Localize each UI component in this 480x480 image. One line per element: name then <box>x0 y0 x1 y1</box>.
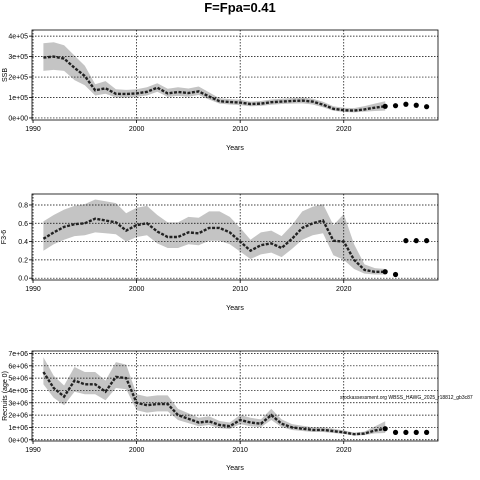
plot-frame <box>31 350 439 442</box>
projection-point <box>382 269 388 275</box>
projection-point <box>413 102 419 108</box>
y-tick-label: 0.2 <box>18 257 28 264</box>
y-tick-label: 0e+00 <box>8 437 28 444</box>
y-tick-label: 3e+05 <box>8 54 28 61</box>
y-tick-label: 4e+06 <box>8 388 28 395</box>
plot-frame <box>31 29 439 121</box>
estimate-line <box>43 55 386 112</box>
projection-point <box>413 238 419 244</box>
y-axis-label: Recruits (age 0) <box>2 371 9 421</box>
y-tick-label: 0.4 <box>18 239 28 246</box>
confidence-band <box>43 357 386 436</box>
confidence-band <box>43 199 386 275</box>
figure-title: F=Fpa=0.41 <box>204 0 276 15</box>
estimate-line <box>42 217 386 273</box>
y-tick-label: 2e+06 <box>8 413 28 420</box>
y-tick-label: 7e+06 <box>8 351 28 358</box>
x-axis-label: Years <box>226 145 244 152</box>
x-tick-label: 2000 <box>129 447 145 454</box>
ssb-panel: 1990 2000 2010 2020 0e+00 1e+05 2e+05 3e+05 4e+0… <box>2 29 439 152</box>
plot-frame <box>31 193 439 281</box>
y-tick-label: 6e+06 <box>8 363 28 370</box>
x-tick-label: 2020 <box>336 126 352 133</box>
projection-point <box>424 238 430 244</box>
y-axis-label: SSB <box>2 68 9 82</box>
estimate-line <box>42 371 386 436</box>
x-axis-label: Years <box>226 465 244 472</box>
y-tick-label: 1e+05 <box>8 95 28 102</box>
x-tick-label: 2010 <box>232 447 248 454</box>
fishing-mortality-panel: 1990 2000 2010 2020 0.0 0.2 0.4 0.6 0.8 Years F3-6 <box>1 193 439 312</box>
x-tick-label: 1990 <box>25 447 41 454</box>
y-tick-label: 0.8 <box>18 202 28 209</box>
projection-point <box>424 429 430 435</box>
projection-point <box>403 238 409 244</box>
y-tick-label: 0.0 <box>18 276 28 283</box>
y-tick-label: 4e+05 <box>8 34 28 41</box>
y-tick-label: 0e+00 <box>8 115 28 122</box>
projection-point <box>392 271 399 278</box>
projection-point <box>413 429 419 435</box>
y-axis-label: F3-6 <box>1 230 8 245</box>
x-tick-label: 2020 <box>336 286 352 293</box>
x-tick-label: 2010 <box>232 286 248 293</box>
y-tick-label: 1e+06 <box>8 425 28 432</box>
recruitment-panel: 1990 2000 2010 2020 0e+00 1e+06 2e+06 3e+06 4e+0… <box>2 350 439 472</box>
projection-point <box>382 426 388 432</box>
projection-point <box>424 104 430 110</box>
watermark-text: stockassessment.org WBSS_HAWG_2025_r1881… <box>340 395 473 401</box>
y-tick-label: 2e+05 <box>8 75 28 82</box>
confidence-band <box>43 42 386 113</box>
projection-point <box>382 103 388 109</box>
x-tick-label: 2020 <box>336 447 352 454</box>
projection-point <box>392 103 399 109</box>
y-tick-label: 0.6 <box>18 221 28 228</box>
x-tick-label: 1990 <box>25 286 41 293</box>
x-tick-label: 2010 <box>232 126 248 133</box>
x-tick-label: 1990 <box>25 126 41 133</box>
projection-point <box>403 101 409 107</box>
projection-point <box>392 429 399 435</box>
x-tick-label: 2000 <box>129 286 145 293</box>
x-axis-label: Years <box>226 305 244 312</box>
y-tick-label: 5e+06 <box>8 376 28 383</box>
x-tick-label: 2000 <box>129 126 145 133</box>
projection-point <box>403 429 409 435</box>
y-tick-label: 3e+06 <box>8 400 28 407</box>
